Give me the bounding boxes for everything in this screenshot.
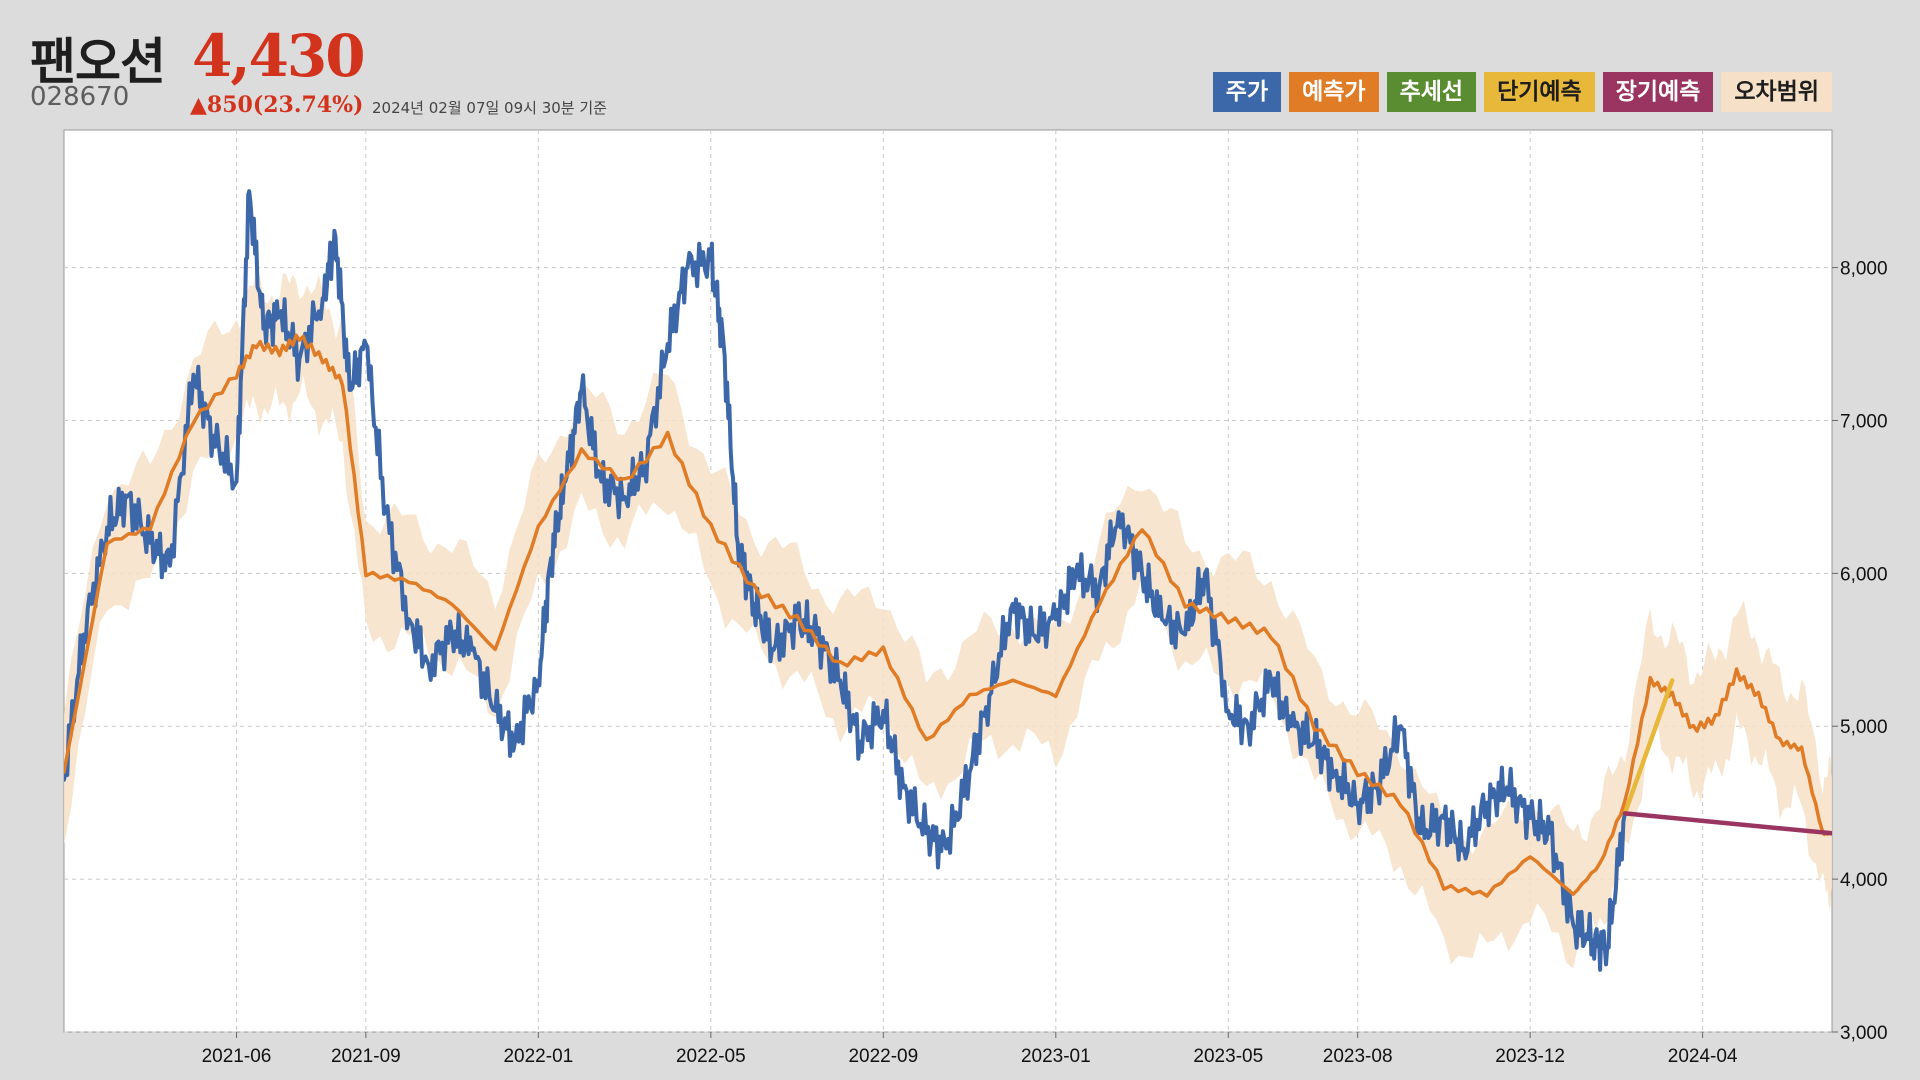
x-tick-label: 2023-05 [1193, 1046, 1263, 1067]
current-price: 4,430 [192, 22, 366, 90]
x-tick-label: 2022-01 [503, 1046, 573, 1067]
chart-legend: 주가 예측가 추세선 단기예측 장기예측 오차범위 [1212, 72, 1832, 112]
legend-error-band[interactable]: 오차범위 [1721, 72, 1832, 112]
legend-trend[interactable]: 추세선 [1386, 72, 1477, 112]
price-line [64, 189, 1627, 972]
x-tick-label: 2021-09 [331, 1046, 401, 1067]
long-term-forecast-line [1622, 811, 1832, 836]
y-tick-label: 5,000 [1840, 717, 1888, 738]
legend-long-term[interactable]: 장기예측 [1602, 72, 1714, 112]
x-tick-label: 2021-06 [202, 1046, 272, 1067]
stock-name: 팬오션 [30, 33, 166, 91]
y-tick-label: 3,000 [1840, 1023, 1888, 1044]
legend-price[interactable]: 주가 [1212, 72, 1282, 112]
x-tick-label: 2023-08 [1323, 1046, 1393, 1067]
y-tick-label: 6,000 [1840, 564, 1888, 585]
legend-short-term[interactable]: 단기예측 [1484, 72, 1595, 112]
forecast-line [64, 333, 1832, 898]
x-tick-label: 2023-12 [1495, 1046, 1565, 1067]
short-term-forecast-line [1622, 678, 1675, 816]
x-tick-label: 2023-01 [1021, 1046, 1091, 1067]
x-tick-label: 2024-04 [1668, 1046, 1738, 1067]
x-tick-label: 2022-09 [848, 1046, 918, 1067]
legend-forecast[interactable]: 예측가 [1289, 72, 1379, 112]
y-tick-label: 7,000 [1840, 411, 1888, 432]
x-tick-label: 2022-05 [676, 1046, 746, 1067]
timestamp: 2024년 02월 07일 09시 30분 기준 [372, 99, 607, 117]
y-tick-label: 8,000 [1840, 259, 1888, 280]
price-change: ▲850(23.74%) [190, 92, 364, 118]
y-tick-label: 4,000 [1840, 870, 1888, 891]
stock-code: 028670 [30, 82, 130, 112]
